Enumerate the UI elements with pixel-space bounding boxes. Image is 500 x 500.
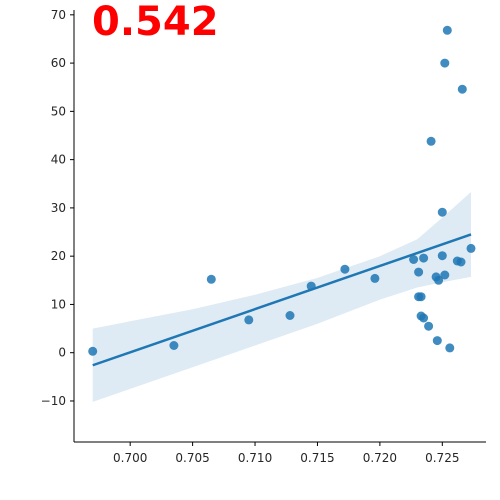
confidence-band-layer bbox=[92, 192, 471, 402]
scatter-point-24 bbox=[442, 25, 452, 35]
scatter-point-7 bbox=[370, 273, 380, 283]
scatter-point-9 bbox=[414, 267, 424, 277]
y-tick-label-2: 10 bbox=[51, 297, 66, 311]
y-tick-label-6: 50 bbox=[51, 104, 66, 118]
y-tick-label-3: 20 bbox=[51, 249, 66, 263]
y-tick-label-4: 30 bbox=[51, 201, 66, 215]
x-ticks-layer: 0.700 0.705 0.710 0.715 0.720 0.725 bbox=[113, 442, 459, 465]
scatter-point-20 bbox=[437, 207, 447, 217]
scatter-point-25 bbox=[445, 343, 455, 353]
x-tick-label-0: 0.700 bbox=[113, 451, 147, 465]
scatter-point-15 bbox=[424, 321, 434, 331]
x-tick-label-5: 0.725 bbox=[425, 451, 459, 465]
x-tick-label-1: 0.705 bbox=[175, 451, 209, 465]
y-tick-label-5: 40 bbox=[51, 153, 66, 167]
confidence-band bbox=[92, 192, 471, 402]
scatter-points-layer bbox=[88, 25, 476, 356]
y-tick-label-1: 0 bbox=[58, 346, 66, 360]
scatter-point-23 bbox=[440, 58, 450, 68]
x-tick-label-4: 0.720 bbox=[363, 451, 397, 465]
scatter-point-0 bbox=[88, 346, 98, 356]
y-tick-label-0: −10 bbox=[41, 394, 66, 408]
annotation-value: 0.542 bbox=[92, 0, 219, 45]
scatter-point-8 bbox=[409, 255, 419, 264]
regression-line-layer bbox=[92, 233, 472, 367]
scatter-point-28 bbox=[457, 84, 467, 94]
scatter-point-16 bbox=[426, 136, 436, 146]
scatter-point-14 bbox=[419, 253, 429, 263]
axes-layer bbox=[73, 10, 486, 443]
regression-line bbox=[92, 233, 472, 367]
scatter-point-27 bbox=[456, 257, 466, 267]
scatter-point-1 bbox=[169, 341, 179, 350]
y-ticks-layer: −10 0 10 20 30 40 50 60 70 bbox=[41, 8, 74, 408]
scatter-point-29 bbox=[466, 243, 476, 253]
x-tick-label-2: 0.710 bbox=[238, 451, 272, 465]
scatter-point-18 bbox=[432, 336, 442, 346]
scatter-point-21 bbox=[437, 251, 447, 261]
scatter-point-4 bbox=[285, 311, 295, 320]
scatter-point-13 bbox=[419, 313, 429, 323]
x-tick-label-3: 0.715 bbox=[300, 451, 334, 465]
y-tick-label-8: 70 bbox=[51, 8, 66, 22]
scatter-point-3 bbox=[244, 315, 254, 325]
scatter-point-22 bbox=[440, 270, 450, 280]
scatter-point-6 bbox=[340, 264, 350, 274]
y-tick-label-7: 60 bbox=[51, 56, 66, 70]
scatter-point-11 bbox=[416, 292, 426, 302]
scatter-point-19 bbox=[434, 275, 444, 285]
scatter-point-2 bbox=[206, 274, 216, 284]
